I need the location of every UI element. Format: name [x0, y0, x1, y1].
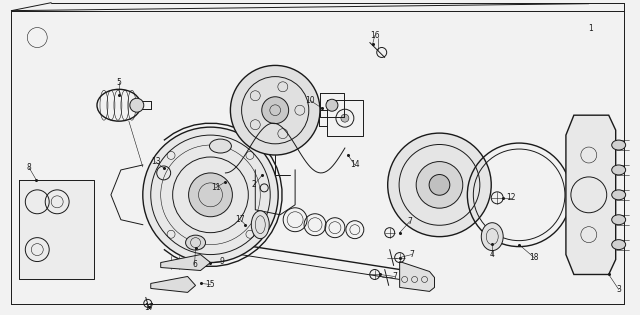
Text: 3: 3 [616, 285, 621, 294]
Text: 17: 17 [144, 303, 154, 312]
Circle shape [262, 97, 289, 124]
Text: 7: 7 [409, 250, 414, 259]
Text: 14: 14 [350, 160, 360, 169]
Text: 5: 5 [116, 78, 122, 87]
Text: 13: 13 [151, 158, 161, 167]
Circle shape [388, 133, 492, 237]
Text: 11: 11 [211, 183, 220, 192]
Ellipse shape [612, 240, 626, 249]
Text: 7: 7 [407, 217, 412, 226]
Text: 15: 15 [205, 280, 215, 289]
Ellipse shape [612, 190, 626, 200]
Circle shape [326, 99, 338, 111]
Circle shape [143, 127, 278, 262]
Circle shape [341, 114, 349, 122]
Circle shape [130, 98, 144, 112]
Ellipse shape [481, 223, 503, 251]
Polygon shape [151, 277, 196, 292]
Ellipse shape [612, 140, 626, 150]
Polygon shape [566, 115, 616, 274]
Text: 16: 16 [370, 31, 380, 40]
Text: 9: 9 [220, 257, 225, 266]
Polygon shape [19, 180, 94, 279]
Text: 1: 1 [588, 24, 593, 33]
Text: 8: 8 [27, 163, 31, 172]
Circle shape [230, 66, 320, 155]
Text: 18: 18 [529, 253, 539, 262]
Text: 10: 10 [305, 96, 315, 105]
Text: 12: 12 [506, 193, 516, 202]
Polygon shape [161, 255, 211, 271]
Polygon shape [399, 261, 435, 291]
Ellipse shape [612, 165, 626, 175]
Text: 17: 17 [236, 215, 245, 224]
Circle shape [429, 175, 450, 195]
Circle shape [416, 162, 463, 208]
Text: 7: 7 [392, 272, 397, 281]
Text: 4: 4 [490, 250, 495, 259]
Ellipse shape [252, 211, 269, 239]
Text: 6: 6 [192, 260, 197, 269]
Text: 2: 2 [252, 180, 257, 189]
Ellipse shape [186, 235, 205, 250]
Circle shape [189, 173, 232, 217]
Ellipse shape [209, 139, 232, 153]
Ellipse shape [612, 215, 626, 225]
